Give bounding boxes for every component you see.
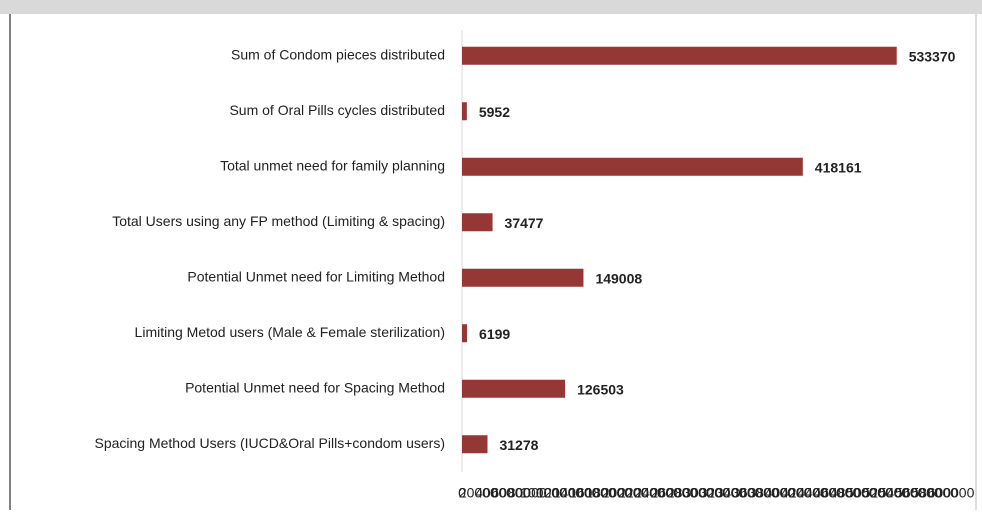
x-tick-label: 320000 [699, 485, 746, 501]
x-tick-label: 480000 [830, 485, 877, 501]
x-tick-label: 280000 [667, 485, 714, 501]
top-band [0, 0, 982, 14]
x-tick-label: 60000 [491, 485, 530, 501]
x-tick-label: 80000 [508, 485, 547, 501]
value-label: 5952 [479, 104, 510, 120]
x-tick-label: 40000 [475, 485, 514, 501]
x-tick-label: 600000 [928, 485, 975, 501]
bar [462, 46, 897, 65]
y-tick-label: Total Users using any FP method (Limitin… [112, 213, 445, 229]
value-label: 149008 [595, 270, 642, 286]
y-tick-label: Sum of Condom pieces distributed [231, 46, 445, 62]
x-tick-label: 440000 [797, 485, 844, 501]
bar [462, 379, 566, 398]
x-tick-label: 260000 [651, 485, 698, 501]
x-tick-label: 520000 [862, 485, 909, 501]
x-tick-label: 220000 [618, 485, 665, 501]
value-label: 37477 [505, 215, 544, 231]
y-tick-label: Potential Unmet need for Limiting Method [187, 268, 445, 284]
y-tick-label: Spacing Method Users (IUCD&Oral Pills+co… [94, 435, 445, 451]
x-tick-label: 120000 [536, 485, 583, 501]
x-tick-label: 420000 [781, 485, 828, 501]
x-tick-label: 400000 [765, 485, 812, 501]
bar [462, 157, 803, 176]
y-tick-label: Total unmet need for family planning [220, 157, 445, 173]
x-tick-label: 380000 [748, 485, 795, 501]
value-label: 533370 [909, 48, 956, 64]
value-label: 418161 [815, 159, 862, 175]
bar [462, 435, 488, 454]
value-label: 31278 [499, 437, 538, 453]
x-tick-label: 500000 [846, 485, 893, 501]
bar [462, 324, 468, 343]
x-tick-label: 160000 [569, 485, 616, 501]
x-tick-label: 580000 [911, 485, 958, 501]
bar [462, 213, 493, 232]
x-tick-label: 460000 [814, 485, 861, 501]
x-tick-label: 340000 [716, 485, 763, 501]
x-tick-label: 200000 [602, 485, 649, 501]
x-tick-label: 180000 [585, 485, 632, 501]
y-tick-label: Potential Unmet need for Spacing Method [185, 379, 445, 395]
x-tick-label: 360000 [732, 485, 779, 501]
x-tick-label: 240000 [634, 485, 681, 501]
y-tick-label: Limiting Metod users (Male & Female ster… [135, 324, 445, 340]
y-tick-label: Sum of Oral Pills cycles distributed [229, 102, 445, 118]
bar [462, 102, 467, 121]
value-label: 6199 [479, 326, 510, 342]
x-tick-label: 100000 [520, 485, 567, 501]
x-tick-label: 300000 [683, 485, 730, 501]
bar [462, 268, 584, 287]
x-tick-label: 20000 [459, 485, 498, 501]
value-label: 126503 [577, 381, 624, 397]
x-tick-label: 540000 [879, 485, 926, 501]
x-tick-label: 140000 [553, 485, 600, 501]
x-tick-label: 0 [458, 485, 466, 501]
x-tick-label: 560000 [895, 485, 942, 501]
